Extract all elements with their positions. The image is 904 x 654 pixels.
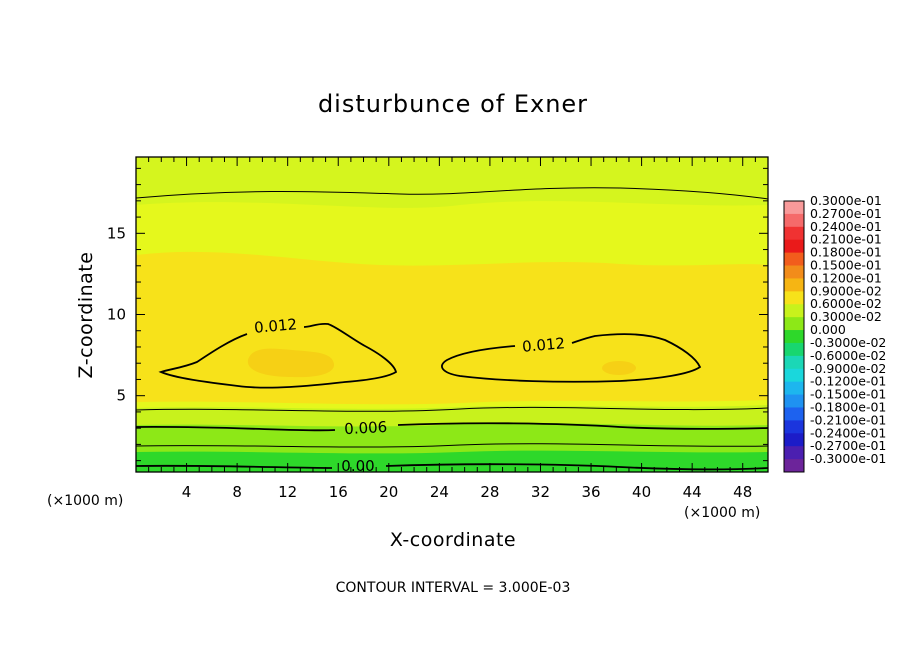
x-tick-label: 48 bbox=[733, 483, 752, 501]
y-axis-label: Z-coordinate bbox=[75, 252, 97, 379]
colorbar-label: 0.2400e-01 bbox=[810, 219, 882, 234]
x-tick-label: 4 bbox=[182, 483, 192, 501]
colorbar-swatch bbox=[784, 226, 804, 241]
contour-line bbox=[136, 406, 768, 412]
contour-line bbox=[136, 443, 768, 448]
colorbar-swatch bbox=[784, 239, 804, 254]
y-tick-label: 10 bbox=[107, 306, 126, 324]
colorbar-swatch bbox=[784, 446, 804, 460]
contour-label: 0.006 bbox=[344, 418, 388, 438]
colorbar-label: -0.3000e-01 bbox=[810, 451, 886, 466]
colorbar-swatch bbox=[784, 381, 804, 395]
contour-line bbox=[136, 187, 768, 200]
colorbar-swatch bbox=[784, 368, 804, 383]
y-tick-label: 15 bbox=[107, 224, 126, 242]
colorbar-label: 0.1200e-01 bbox=[810, 270, 882, 285]
x-tick-label: 36 bbox=[581, 483, 600, 501]
colorbar-label: -0.3000e-02 bbox=[810, 335, 886, 350]
contour-line bbox=[397, 422, 768, 430]
colorbar-swatch bbox=[784, 433, 804, 447]
chart-title: disturbunce of Exner bbox=[318, 90, 588, 118]
colorbar-swatch bbox=[784, 213, 804, 228]
colorbar-swatch bbox=[784, 420, 804, 434]
colorbar-swatch bbox=[784, 304, 804, 318]
x-tick-label: 28 bbox=[480, 483, 499, 501]
x-tick-label: 8 bbox=[232, 483, 242, 501]
colorbar-label: 0.6000e-02 bbox=[810, 296, 882, 311]
x-tick-label: 20 bbox=[379, 483, 398, 501]
colorbar-swatch bbox=[784, 201, 804, 215]
colorbar-swatch bbox=[784, 355, 804, 370]
colorbar-swatch bbox=[784, 407, 804, 421]
field-core-left bbox=[247, 348, 335, 378]
colorbar-swatch bbox=[784, 342, 804, 357]
colorbar-label: 0.2100e-01 bbox=[810, 232, 882, 247]
colorbar-swatch bbox=[784, 317, 804, 331]
x-unit-right: (×1000 m) bbox=[684, 505, 760, 521]
colorbar-label: -0.2700e-01 bbox=[810, 438, 886, 453]
field-band-core bbox=[136, 251, 768, 405]
colorbar-swatch bbox=[784, 394, 804, 408]
contour-line bbox=[136, 425, 336, 432]
contour-label: 0.00 bbox=[341, 457, 374, 475]
colorbar-label: -0.1800e-01 bbox=[810, 399, 886, 414]
colorbar-label: -0.2400e-01 bbox=[810, 425, 886, 440]
x-tick-label: 32 bbox=[531, 483, 550, 501]
colorbar-label: 0.2700e-01 bbox=[810, 206, 882, 221]
x-tick-label: 24 bbox=[430, 483, 449, 501]
x-axis-label: X-coordinate bbox=[390, 529, 516, 551]
contour-line bbox=[441, 333, 702, 383]
colorbar-label: -0.2100e-01 bbox=[810, 412, 886, 427]
colorbar-label: 0.9000e-02 bbox=[810, 283, 882, 298]
y-tick-label: 5 bbox=[116, 387, 126, 405]
contour-line bbox=[385, 463, 768, 471]
colorbar-swatch bbox=[784, 330, 804, 344]
colorbar: 0.3000e-010.2700e-010.2400e-010.2100e-01… bbox=[783, 193, 886, 473]
contour-label: 0.012 bbox=[253, 315, 297, 337]
x-tick-label: 16 bbox=[329, 483, 348, 501]
colorbar-label: 0.000 bbox=[810, 322, 846, 337]
contour-interval-note: CONTOUR INTERVAL = 3.000E-03 bbox=[336, 580, 571, 596]
x-tick-label: 40 bbox=[632, 483, 651, 501]
colorbar-label: -0.1500e-01 bbox=[810, 387, 886, 402]
field-core-right bbox=[602, 361, 636, 375]
x-tick-label: 12 bbox=[278, 483, 297, 501]
contour-label: 0.012 bbox=[521, 334, 565, 356]
colorbar-label: 0.3000e-01 bbox=[810, 193, 882, 208]
contour-line bbox=[136, 464, 333, 469]
colorbar-label: 0.3000e-02 bbox=[810, 309, 882, 324]
colorbar-swatch bbox=[784, 291, 804, 305]
colorbar-swatch bbox=[784, 252, 804, 266]
y-axis: 5 10 15 bbox=[107, 167, 768, 462]
colorbar-label: -0.6000e-02 bbox=[810, 348, 886, 363]
colorbar-swatch bbox=[784, 278, 804, 292]
colorbar-label: -0.1200e-01 bbox=[810, 374, 886, 389]
colorbar-label: 0.1800e-01 bbox=[810, 245, 882, 260]
plot-area bbox=[136, 157, 768, 472]
colorbar-swatch bbox=[784, 459, 804, 473]
colorbar-swatch bbox=[784, 265, 804, 279]
x-axis: 4 8 12 16 20 24 28 32 36 40 44 48 bbox=[148, 157, 756, 501]
colorbar-label: 0.1500e-01 bbox=[810, 258, 882, 273]
colorbar-label: -0.9000e-02 bbox=[810, 361, 886, 376]
x-unit-left: (×1000 m) bbox=[47, 493, 123, 509]
contour-line bbox=[158, 322, 398, 389]
x-tick-label: 44 bbox=[683, 483, 702, 501]
colorbar-frame bbox=[783, 200, 805, 473]
